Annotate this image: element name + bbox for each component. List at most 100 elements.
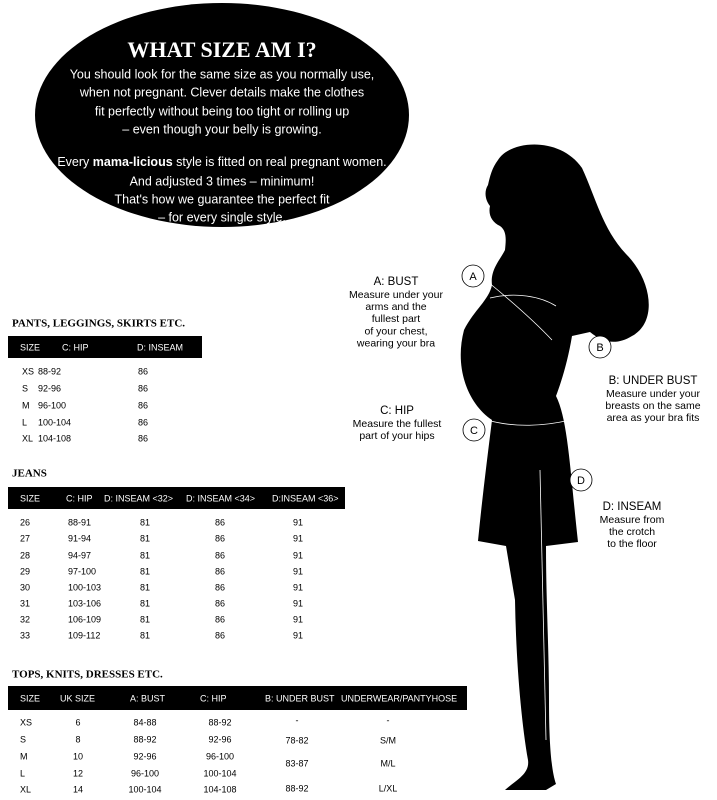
table-header: D: INSEAM <32> bbox=[104, 493, 173, 503]
table-header-bar bbox=[8, 336, 202, 358]
table-cell: 109-112 bbox=[68, 630, 100, 640]
table-header: UNDERWEAR/PANTYHOSE bbox=[341, 693, 457, 703]
table-cell: - bbox=[387, 715, 390, 725]
table-cell: 96-100 bbox=[206, 751, 234, 761]
table-cell: 26 bbox=[20, 517, 30, 527]
table-cell: 28 bbox=[20, 550, 30, 560]
marker-circle bbox=[462, 418, 486, 442]
table-cell: 86 bbox=[215, 533, 225, 543]
table-cell: 81 bbox=[140, 517, 150, 527]
intro-line: – even though your belly is growing. bbox=[122, 122, 321, 136]
table-header: C: HIP bbox=[200, 693, 227, 703]
measure-lines bbox=[486, 281, 571, 741]
table-cell: XS bbox=[22, 366, 34, 376]
intro-line: That's how we guarantee the perfect fit bbox=[114, 192, 330, 206]
table-cell: 6 bbox=[75, 717, 80, 727]
table-cell: 97-100 bbox=[68, 566, 96, 576]
table-cell: 91 bbox=[293, 614, 303, 624]
table-header: UK SIZE bbox=[60, 693, 95, 703]
table-cell: 31 bbox=[20, 598, 30, 608]
table-cell: 100-103 bbox=[68, 582, 101, 592]
title: WHAT SIZE AM I? bbox=[127, 37, 316, 62]
table-cell: 91 bbox=[293, 517, 303, 527]
table-cell: 91 bbox=[293, 630, 303, 640]
table-cell: 81 bbox=[140, 582, 150, 592]
table-cell: 86 bbox=[215, 630, 225, 640]
table-cell: 81 bbox=[140, 566, 150, 576]
table-cell: L bbox=[20, 768, 25, 778]
measure-text: fullest part bbox=[372, 313, 421, 325]
marker-letter: D bbox=[577, 475, 585, 487]
table-cell: XL bbox=[22, 433, 33, 443]
measure-text: part of your hips bbox=[359, 430, 434, 442]
table-cell: 91 bbox=[293, 582, 303, 592]
table-cell: 92-96 bbox=[208, 734, 231, 744]
intro-line: And adjusted 3 times – minimum! bbox=[130, 174, 315, 188]
measure-text: of your chest, bbox=[364, 325, 427, 337]
table-cell: 86 bbox=[215, 566, 225, 576]
table-header: C: HIP bbox=[66, 493, 93, 503]
table-cell: 103-106 bbox=[68, 598, 101, 608]
table-cell: 94-97 bbox=[68, 550, 91, 560]
brand-line: Every mama-licious style is fitted on re… bbox=[57, 155, 386, 169]
marker-circle bbox=[588, 335, 612, 359]
table-cell: 92-96 bbox=[133, 751, 156, 761]
table-cell: L bbox=[22, 417, 27, 427]
table-cell: 91 bbox=[293, 550, 303, 560]
table-cell: L/XL bbox=[379, 783, 398, 793]
table-cell: M/L bbox=[380, 758, 395, 768]
measure-text: Measure under your bbox=[606, 388, 700, 400]
table-cell: 88-92 bbox=[285, 783, 308, 793]
table-cell: 86 bbox=[215, 598, 225, 608]
table-cell: 91-94 bbox=[68, 533, 91, 543]
table-title: JEANS bbox=[12, 468, 47, 480]
measure-text: breasts on the same bbox=[605, 400, 700, 412]
table-cell: M bbox=[22, 400, 30, 410]
table-cell: 30 bbox=[20, 582, 30, 592]
table-cell: 32 bbox=[20, 614, 30, 624]
table-header: C: HIP bbox=[62, 342, 89, 352]
table-cell: 91 bbox=[293, 533, 303, 543]
table-cell: 88-92 bbox=[133, 734, 156, 744]
intro-line: when not pregnant. Clever details make t… bbox=[79, 85, 364, 99]
table-header: D: INSEAM bbox=[137, 342, 183, 352]
table-header: SIZE bbox=[20, 493, 40, 503]
measure-text: area as your bra fits bbox=[607, 412, 700, 424]
table-cell: 10 bbox=[73, 751, 83, 761]
table-header: SIZE bbox=[20, 693, 40, 703]
table-cell: 86 bbox=[138, 383, 148, 393]
table-cell: 88-91 bbox=[68, 517, 91, 527]
intro-line: fit perfectly without being too tight or… bbox=[95, 104, 349, 118]
table-cell: XS bbox=[20, 717, 32, 727]
table-header: SIZE bbox=[20, 342, 40, 352]
table-cell: 81 bbox=[140, 598, 150, 608]
table-cell: 86 bbox=[138, 417, 148, 427]
table-cell: 106-109 bbox=[68, 614, 101, 624]
table-title: TOPS, KNITS, DRESSES ETC. bbox=[12, 669, 163, 681]
table-cell: 81 bbox=[140, 533, 150, 543]
table-cell: 14 bbox=[73, 784, 83, 794]
marker-letter: B bbox=[596, 342, 603, 354]
table-cell: 83-87 bbox=[285, 758, 308, 768]
table-cell: 86 bbox=[215, 517, 225, 527]
table-cell: 96-100 bbox=[38, 400, 66, 410]
table-cell: 92-96 bbox=[38, 383, 61, 393]
measure-label: C: HIP bbox=[380, 405, 414, 417]
measure-text: arms and the bbox=[365, 301, 426, 313]
table-header-bar bbox=[8, 487, 345, 509]
table-cell: - bbox=[296, 715, 299, 725]
table-header: B: UNDER BUST bbox=[265, 693, 335, 703]
table-cell: 81 bbox=[140, 550, 150, 560]
table-cell: 100-104 bbox=[203, 768, 236, 778]
silhouette bbox=[460, 144, 649, 790]
measure-text: Measure the fullest bbox=[353, 418, 442, 430]
table-header: D:INSEAM <36> bbox=[272, 493, 339, 503]
table-cell: S/M bbox=[380, 735, 396, 745]
table-cell: 81 bbox=[140, 614, 150, 624]
table-cell: 78-82 bbox=[285, 735, 308, 745]
table-cell: 91 bbox=[293, 566, 303, 576]
table-header-bar bbox=[8, 686, 467, 710]
table-cell: 86 bbox=[138, 366, 148, 376]
brand-name: mama-licious bbox=[93, 155, 173, 169]
